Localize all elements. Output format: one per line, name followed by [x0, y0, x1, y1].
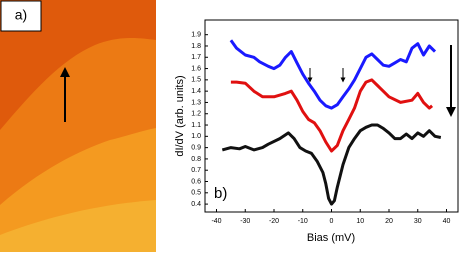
x-tick-label: -30: [240, 218, 250, 225]
y-tick-label: 1.5: [191, 77, 201, 84]
x-tick-label: 10: [356, 218, 364, 225]
panel-label: b): [214, 185, 227, 202]
x-tick-label: -40: [211, 218, 221, 225]
y-tick-label: 1.6: [191, 65, 201, 72]
y-tick-label: 1.1: [191, 122, 201, 129]
x-tick-label: 20: [385, 218, 393, 225]
data-line: [229, 39, 437, 110]
data-line: [221, 123, 442, 206]
x-tick-label: 0: [330, 218, 334, 225]
y-tick-label: 0.6: [191, 178, 201, 185]
y-tick-label: 0.7: [191, 167, 201, 174]
y-tick-label: 1.9: [191, 32, 201, 39]
y-tick-label: 1.4: [191, 88, 201, 95]
y-tick-label: 1.7: [191, 54, 201, 61]
y-tick-label: 0.5: [191, 190, 201, 197]
x-tick-label: 30: [414, 218, 422, 225]
y-tick-label: 0.4: [191, 201, 201, 208]
y-tick-label: 1.2: [191, 111, 201, 118]
y-tick-label: 1.0: [191, 133, 201, 140]
x-tick-label: -10: [298, 218, 308, 225]
y-tick-label: 1.3: [191, 99, 201, 106]
x-axis-label: Bias (mV): [307, 232, 355, 244]
data-line: [230, 78, 434, 153]
x-tick-label: -20: [269, 218, 279, 225]
y-tick-label: 0.8: [191, 156, 201, 163]
y-axis-label: dI/dV (arb. units): [174, 75, 186, 156]
panel-label: a): [15, 7, 27, 23]
y-tick-label: 1.8: [191, 43, 201, 50]
stm-image: a): [0, 0, 156, 253]
x-tick-label: 40: [443, 218, 451, 225]
y-tick-label: 0.9: [191, 144, 201, 151]
